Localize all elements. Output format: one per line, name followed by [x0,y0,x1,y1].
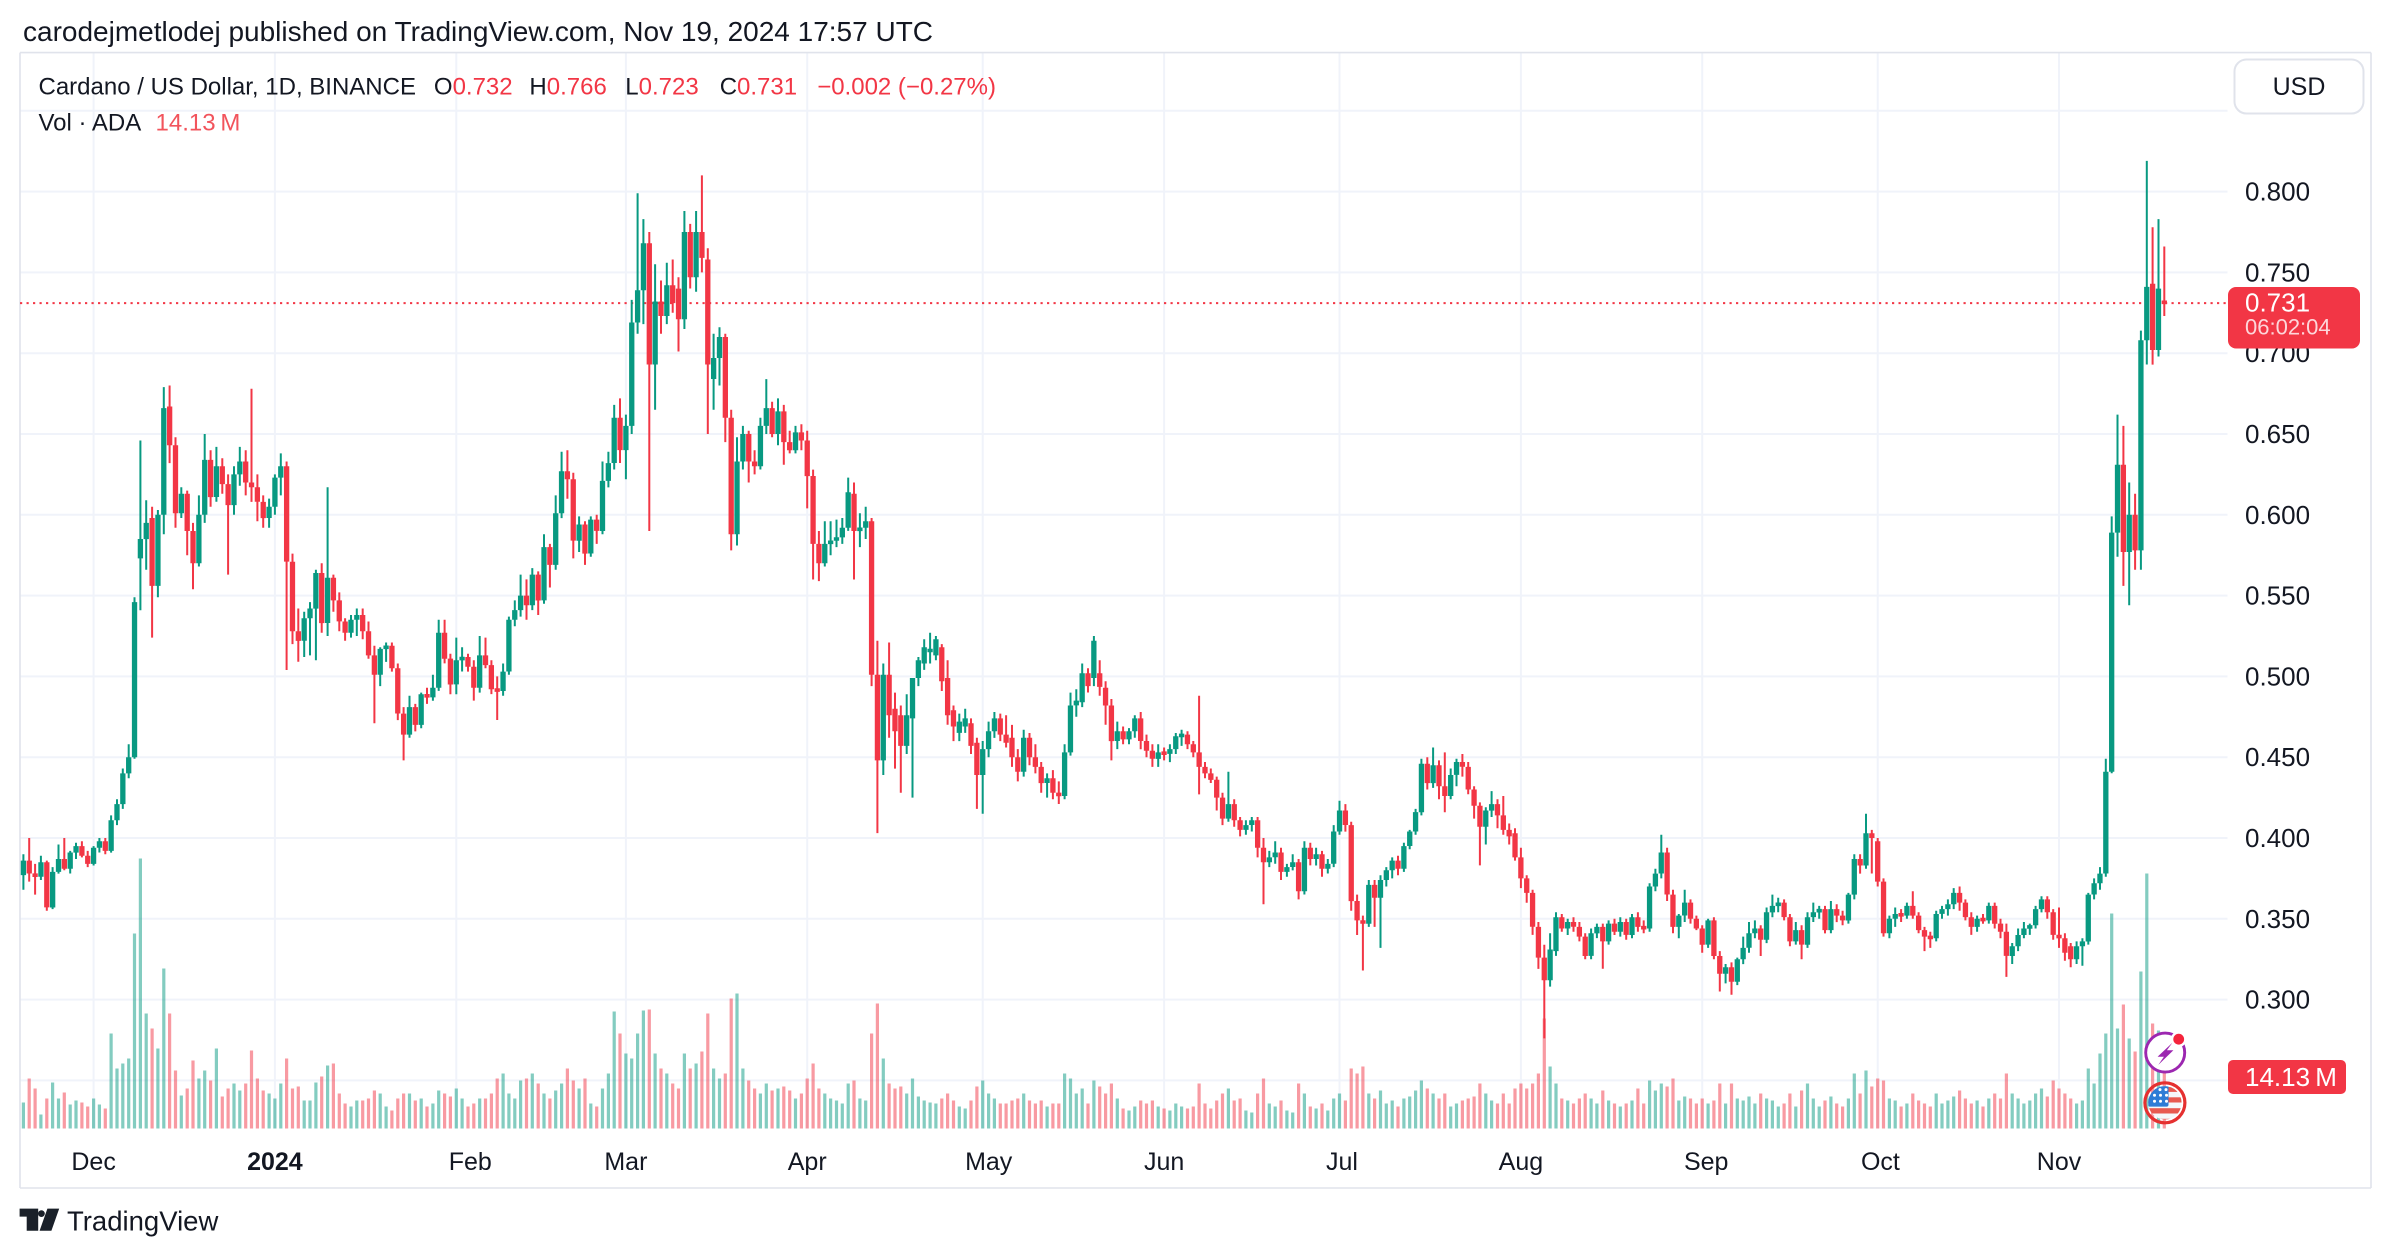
svg-text:−0.002 (−0.27%): −0.002 (−0.27%) [817,74,996,101]
svg-text:C0.731: C0.731 [720,74,797,101]
svg-text:L0.723: L0.723 [625,74,698,101]
svg-text:Jun: Jun [1144,1148,1184,1176]
svg-text:0.300: 0.300 [2245,985,2310,1015]
svg-text:0.800: 0.800 [2245,177,2310,207]
svg-text:0.450: 0.450 [2245,742,2310,772]
svg-text:0.400: 0.400 [2245,823,2310,853]
svg-text:2024: 2024 [247,1148,303,1176]
svg-text:0.731: 0.731 [2245,288,2310,318]
svg-text:Dec: Dec [71,1148,115,1176]
svg-text:Apr: Apr [788,1148,827,1176]
svg-text:0.750: 0.750 [2245,257,2310,287]
svg-text:14.13 M: 14.13 M [156,110,241,137]
svg-text:Feb: Feb [449,1148,492,1176]
svg-text:USD: USD [2273,73,2326,101]
svg-text:Nov: Nov [2037,1148,2082,1176]
svg-text:Oct: Oct [1861,1148,1900,1176]
svg-text:06:02:04: 06:02:04 [2245,315,2331,340]
svg-text:Vol · ADA: Vol · ADA [39,110,142,137]
svg-text:H0.766: H0.766 [529,74,606,101]
svg-text:0.650: 0.650 [2245,419,2310,449]
svg-text:0.550: 0.550 [2245,581,2310,611]
svg-text:0.350: 0.350 [2245,904,2310,934]
svg-text:Mar: Mar [604,1148,647,1176]
svg-text:Cardano / US Dollar, 1D, BINAN: Cardano / US Dollar, 1D, BINANCE [39,74,416,101]
svg-text:0.500: 0.500 [2245,661,2310,691]
svg-text:May: May [965,1148,1013,1176]
svg-text:TradingView: TradingView [67,1206,218,1237]
svg-text:0.600: 0.600 [2245,500,2310,530]
svg-text:O0.732: O0.732 [434,74,513,101]
svg-text:Aug: Aug [1499,1148,1543,1176]
svg-text:Jul: Jul [1326,1148,1358,1176]
svg-text:Sep: Sep [1684,1148,1728,1176]
svg-text:carodejmetlodej published on T: carodejmetlodej published on TradingView… [23,16,933,47]
svg-text:14.13 M: 14.13 M [2245,1062,2337,1092]
